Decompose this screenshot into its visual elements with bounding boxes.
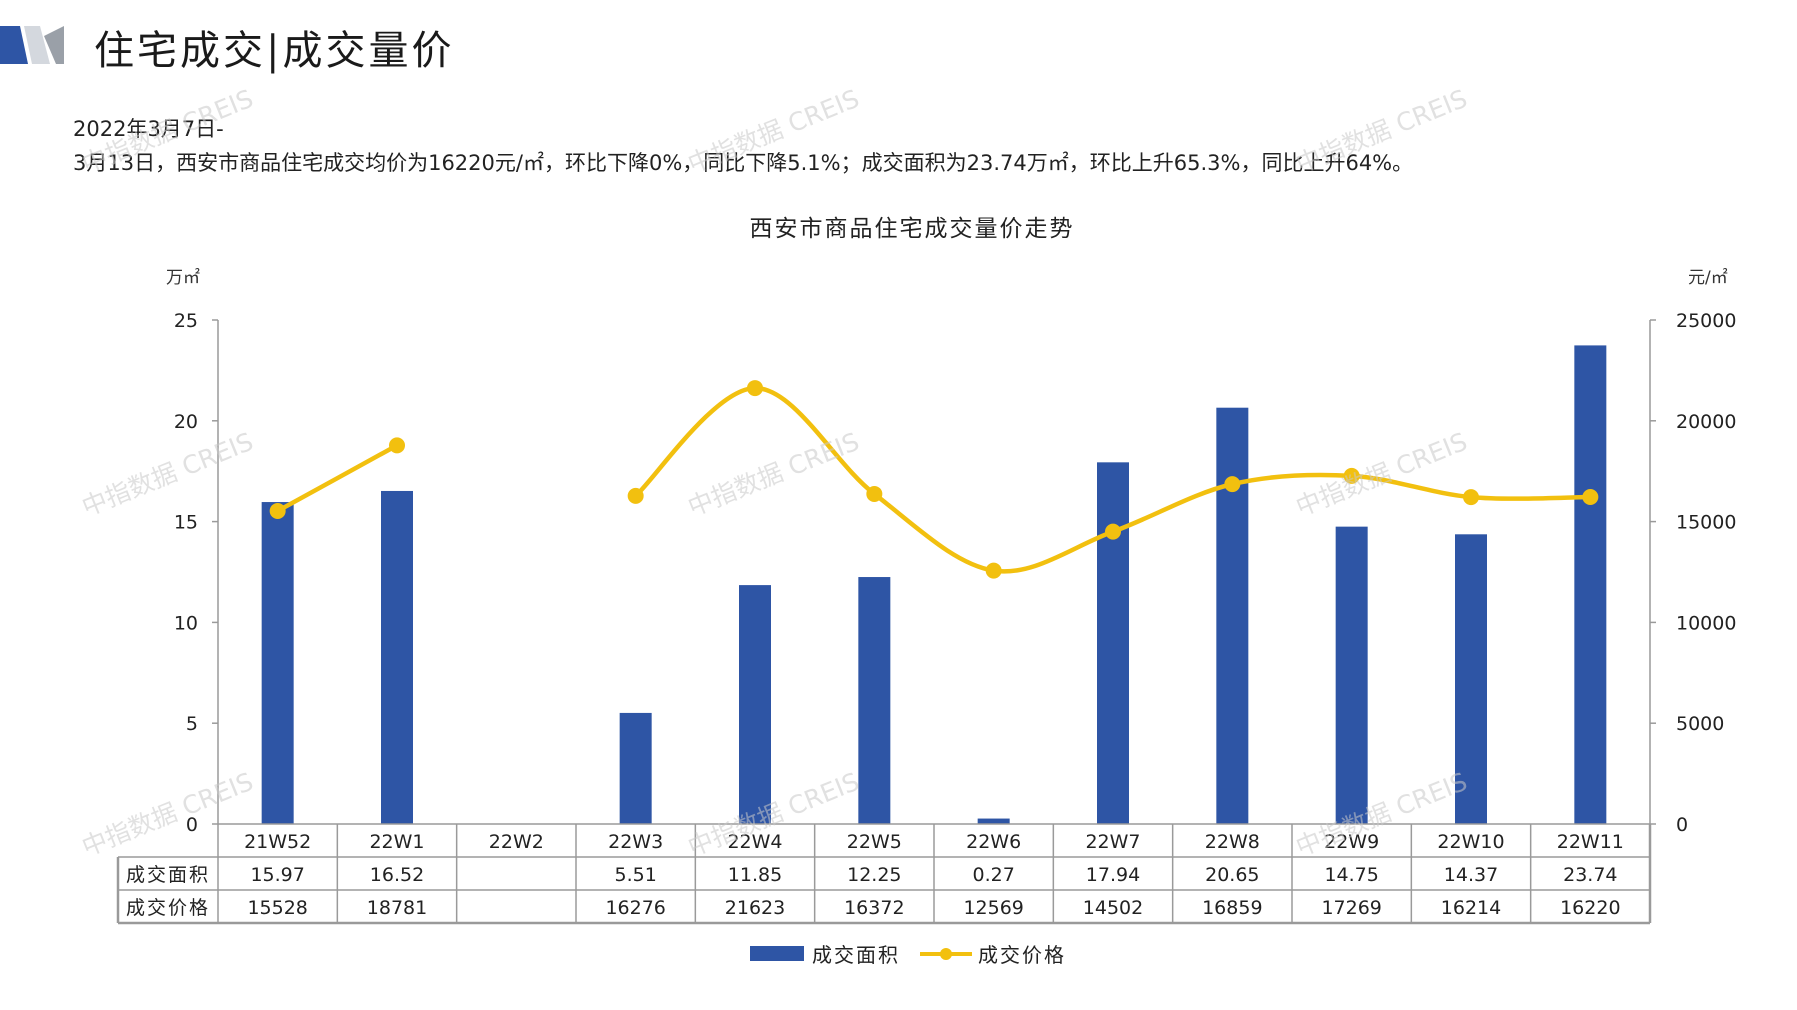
bar-area-22W3 — [619, 712, 652, 824]
bar-area-22W11 — [1574, 345, 1607, 824]
table-cell-area-22W9: 14.75 — [1324, 864, 1378, 886]
summary-line-1: 2022年3月7日- — [73, 117, 224, 141]
bar-area-21W52 — [261, 502, 294, 824]
table-cell-area-22W5: 12.25 — [847, 864, 901, 886]
price-point-22W6 — [985, 562, 1002, 579]
price-point-22W5 — [866, 485, 883, 502]
right-tick-label: 0 — [1676, 814, 1688, 836]
bar-area-22W7 — [1097, 462, 1129, 824]
left-axis-unit: 万㎡ — [166, 268, 200, 288]
right-tick-label: 25000 — [1676, 310, 1736, 332]
category-label-22W1: 22W1 — [369, 831, 424, 853]
category-label-22W9: 22W9 — [1324, 831, 1379, 853]
table-cell-area-22W1: 16.52 — [370, 864, 424, 886]
table-rowhead-price: 成交价格 — [126, 897, 210, 919]
table-cell-price-22W11: 16220 — [1560, 897, 1620, 919]
table-cell-price-22W10: 16214 — [1441, 897, 1501, 919]
bar-area-22W10 — [1455, 534, 1487, 824]
category-label-22W4: 22W4 — [727, 831, 782, 853]
bar-area-22W6 — [977, 818, 1010, 824]
table-cell-price-22W8: 16859 — [1202, 897, 1262, 919]
left-tick-label: 20 — [174, 411, 198, 433]
left-tick-label: 0 — [186, 814, 198, 836]
category-label-22W11: 22W11 — [1557, 831, 1624, 853]
right-tick-label: 10000 — [1676, 612, 1736, 634]
price-point-21W52 — [269, 502, 286, 519]
table-cell-price-22W7: 14502 — [1083, 897, 1143, 919]
price-point-22W9 — [1343, 467, 1360, 484]
left-tick-label: 10 — [174, 612, 198, 634]
table-cell-area-22W4: 11.85 — [728, 864, 782, 886]
right-axis-unit: 元/㎡ — [1688, 268, 1728, 288]
table-cell-area-22W6: 0.27 — [973, 864, 1015, 886]
right-tick-label: 5000 — [1676, 713, 1724, 735]
table-cell-area-22W7: 17.94 — [1086, 864, 1140, 886]
price-point-22W4 — [747, 380, 763, 397]
chart-title: 西安市商品住宅成交量价走势 — [750, 216, 1075, 242]
legend-swatch-area — [750, 946, 804, 961]
price-line-segment-1 — [633, 385, 1593, 574]
left-tick-label: 15 — [174, 512, 198, 534]
table-cell-price-22W1: 18781 — [367, 897, 427, 919]
table-cell-price-22W6: 12569 — [963, 897, 1023, 919]
table-cell-area-22W8: 20.65 — [1205, 864, 1259, 886]
price-point-22W3 — [627, 487, 644, 504]
category-label-22W8: 22W8 — [1205, 831, 1260, 853]
bar-area-22W8 — [1216, 407, 1249, 824]
price-point-22W7 — [1105, 523, 1121, 540]
table-cell-price-22W5: 16372 — [844, 897, 904, 919]
table-cell-price-22W4: 21623 — [725, 897, 785, 919]
category-label-22W3: 22W3 — [608, 831, 663, 853]
table-cell-price-22W9: 17269 — [1321, 897, 1381, 919]
price-line-segment-0 — [275, 443, 400, 514]
table-cell-area-22W3: 5.51 — [615, 864, 657, 886]
right-tick-label: 15000 — [1676, 512, 1736, 534]
category-label-22W6: 22W6 — [966, 831, 1021, 853]
category-label-22W2: 22W2 — [489, 831, 544, 853]
bar-area-22W9 — [1335, 526, 1368, 824]
price-point-22W10 — [1463, 489, 1479, 506]
price-point-22W8 — [1224, 476, 1241, 493]
table-cell-price-22W3: 16276 — [605, 897, 665, 919]
bar-area-22W4 — [739, 585, 771, 824]
table-rowhead-area: 成交面积 — [126, 864, 210, 886]
legend-swatch-price-dot — [940, 948, 952, 960]
price-point-22W1 — [389, 437, 405, 454]
category-label-22W10: 22W10 — [1437, 831, 1504, 853]
table-cell-area-22W10: 14.37 — [1444, 864, 1498, 886]
left-tick-label: 25 — [174, 310, 198, 332]
category-label-22W5: 22W5 — [847, 831, 902, 853]
bar-area-22W5 — [858, 577, 891, 824]
category-label-22W7: 22W7 — [1085, 831, 1140, 853]
price-point-22W11 — [1582, 489, 1599, 506]
table-cell-area-22W11: 23.74 — [1563, 864, 1617, 886]
category-label-21W52: 21W52 — [244, 831, 311, 853]
brand-logo-mark — [0, 26, 64, 64]
table-cell-price-21W52: 15528 — [247, 897, 307, 919]
right-tick-label: 20000 — [1676, 411, 1736, 433]
left-tick-label: 5 — [186, 713, 198, 735]
summary-text: 2022年3月7日- 3月13日，西安市商品住宅成交均价为16220元/㎡，环比… — [73, 112, 1773, 180]
legend-label-area: 成交面积 — [812, 943, 900, 967]
legend-label-price: 成交价格 — [978, 943, 1066, 967]
table-cell-area-21W52: 15.97 — [250, 864, 304, 886]
page-title: 住宅成交|成交量价 — [94, 28, 455, 74]
bar-area-22W1 — [381, 490, 413, 824]
summary-line-2: 3月13日，西安市商品住宅成交均价为16220元/㎡，环比下降0%，同比下降5.… — [73, 151, 1414, 175]
